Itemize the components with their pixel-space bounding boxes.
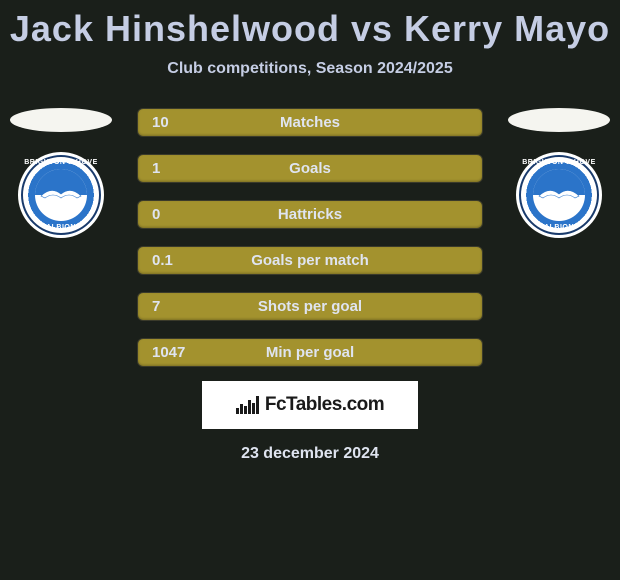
club-badge-left: BRIGHTON & HOVE ALBION bbox=[18, 152, 104, 238]
badge-inner bbox=[533, 169, 585, 221]
stat-left-value: 7 bbox=[152, 298, 160, 315]
stat-bar: 1047 Min per goal bbox=[137, 338, 483, 367]
stat-label: Hattricks bbox=[138, 206, 482, 223]
club-badge-right: BRIGHTON & HOVE ALBION bbox=[516, 152, 602, 238]
player-right-photo-placeholder bbox=[508, 108, 610, 132]
stat-label: Goals bbox=[138, 160, 482, 177]
stat-label: Min per goal bbox=[138, 344, 482, 361]
badge-text: ALBION bbox=[519, 224, 599, 231]
badge-inner bbox=[35, 169, 87, 221]
stat-bar: 0.1 Goals per match bbox=[137, 246, 483, 275]
player-left-column: BRIGHTON & HOVE ALBION bbox=[6, 108, 116, 238]
stat-left-value: 10 bbox=[152, 114, 169, 131]
stat-left-value: 1047 bbox=[152, 344, 185, 361]
badge-text: BRIGHTON & HOVE bbox=[519, 159, 599, 166]
stat-label: Matches bbox=[138, 114, 482, 131]
watermark: FcTables.com bbox=[202, 381, 418, 429]
stat-bars: 10 Matches 1 Goals 0 Hattricks 0.1 Goals… bbox=[137, 108, 483, 367]
stat-label: Goals per match bbox=[138, 252, 482, 269]
bar-chart-icon bbox=[236, 396, 259, 414]
player-right-column: BRIGHTON & HOVE ALBION bbox=[504, 108, 614, 238]
watermark-text: FcTables.com bbox=[265, 394, 384, 416]
stat-bar: 0 Hattricks bbox=[137, 200, 483, 229]
badge-text: ALBION bbox=[21, 224, 101, 231]
stat-left-value: 0 bbox=[152, 206, 160, 223]
stat-label: Shots per goal bbox=[138, 298, 482, 315]
player-left-photo-placeholder bbox=[10, 108, 112, 132]
badge-text: BRIGHTON & HOVE bbox=[21, 159, 101, 166]
stat-bar: 7 Shots per goal bbox=[137, 292, 483, 321]
stat-bar: 1 Goals bbox=[137, 154, 483, 183]
stat-bar: 10 Matches bbox=[137, 108, 483, 137]
seagull-icon bbox=[39, 186, 83, 202]
stat-left-value: 0.1 bbox=[152, 252, 173, 269]
stat-left-value: 1 bbox=[152, 160, 160, 177]
comparison-content: BRIGHTON & HOVE ALBION BRIGHTON & HOVE A… bbox=[0, 108, 620, 463]
generation-date: 23 december 2024 bbox=[0, 445, 620, 463]
comparison-title: Jack Hinshelwood vs Kerry Mayo bbox=[0, 0, 620, 50]
seagull-icon bbox=[537, 186, 581, 202]
comparison-subtitle: Club competitions, Season 2024/2025 bbox=[0, 60, 620, 78]
